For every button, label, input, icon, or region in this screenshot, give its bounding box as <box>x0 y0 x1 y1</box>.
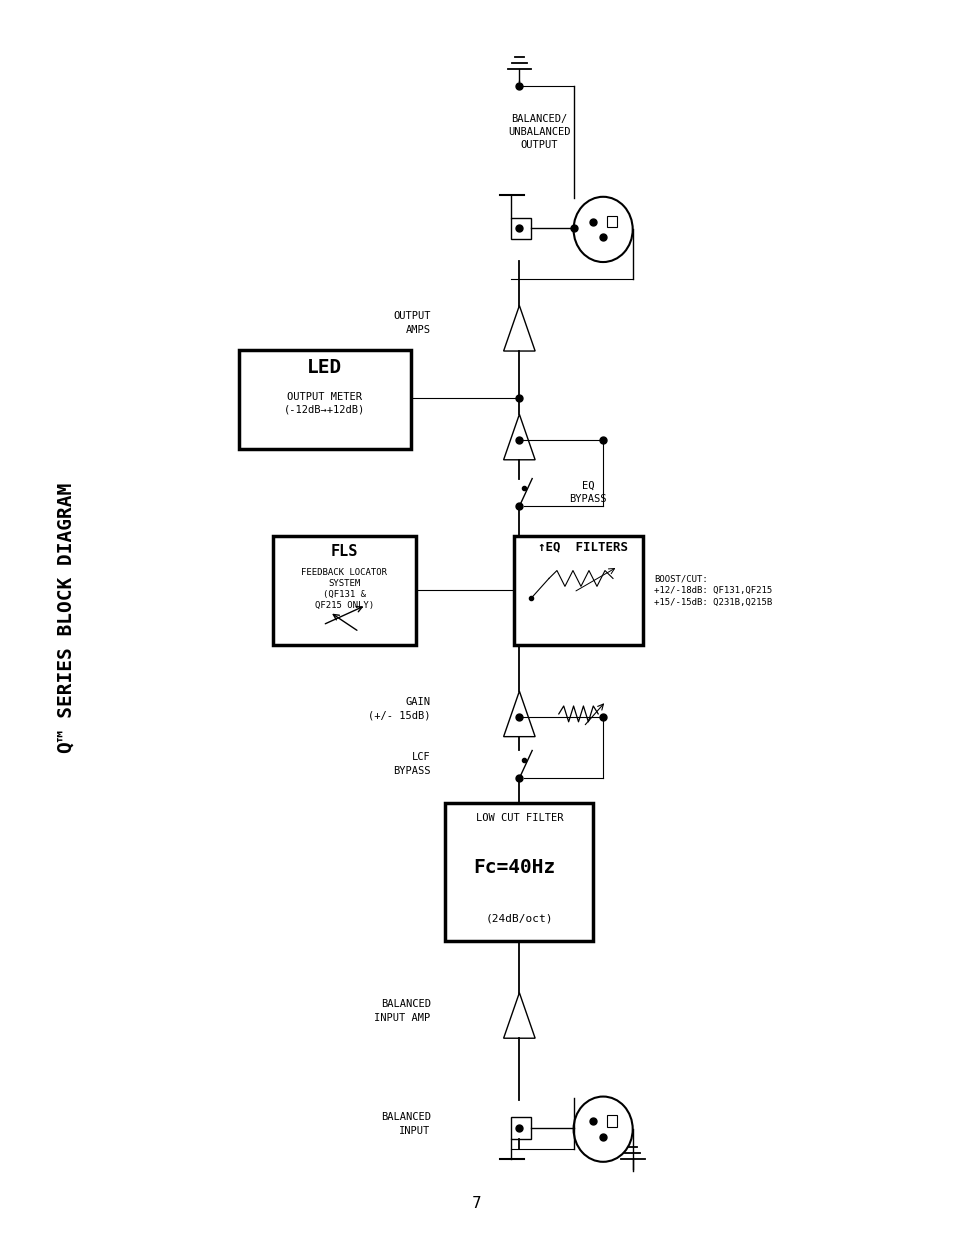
Text: LCF
BYPASS: LCF BYPASS <box>393 752 430 777</box>
Bar <box>606 216 617 227</box>
Bar <box>511 217 531 240</box>
Text: LED: LED <box>307 358 342 377</box>
Text: ↑EQ  FILTERS: ↑EQ FILTERS <box>537 541 628 553</box>
Text: EQ
BYPASS: EQ BYPASS <box>569 480 606 504</box>
Text: OUTPUT
AMPS: OUTPUT AMPS <box>393 311 430 336</box>
Text: BALANCED
INPUT: BALANCED INPUT <box>380 1113 430 1136</box>
Bar <box>445 803 593 941</box>
Bar <box>511 1118 531 1139</box>
Bar <box>514 536 642 645</box>
Text: BOOST/CUT:
+12/-18dB: QF131,QF215
+15/-15dB: Q231B,Q215B: BOOST/CUT: +12/-18dB: QF131,QF215 +15/-1… <box>654 574 772 606</box>
Text: BALANCED
INPUT AMP: BALANCED INPUT AMP <box>374 999 430 1023</box>
Text: FEEDBACK LOCATOR
SYSTEM
(QF131 &
QF215 ONLY): FEEDBACK LOCATOR SYSTEM (QF131 & QF215 O… <box>301 568 387 610</box>
Text: LOW CUT FILTER: LOW CUT FILTER <box>476 813 562 823</box>
Text: OUTPUT METER
(-12dB→+12dB): OUTPUT METER (-12dB→+12dB) <box>284 393 365 415</box>
Text: FLS: FLS <box>331 543 357 559</box>
Text: GAIN
(+/- 15dB): GAIN (+/- 15dB) <box>368 697 430 721</box>
Text: BALANCED/
UNBALANCED
OUTPUT: BALANCED/ UNBALANCED OUTPUT <box>507 114 570 151</box>
Text: 7: 7 <box>472 1195 481 1210</box>
Bar <box>238 350 411 448</box>
Bar <box>606 1115 617 1128</box>
Bar <box>273 536 416 645</box>
Text: Fc=40Hz: Fc=40Hz <box>473 857 555 877</box>
Text: (24dB/oct): (24dB/oct) <box>485 914 553 924</box>
Text: Q™ SERIES BLOCK DIAGRAM: Q™ SERIES BLOCK DIAGRAM <box>56 483 75 753</box>
